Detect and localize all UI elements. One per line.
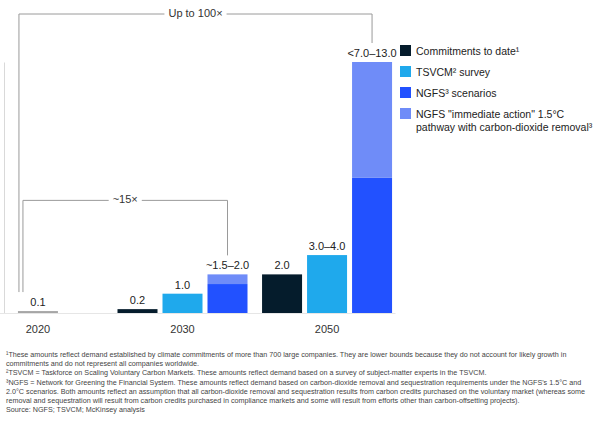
annotations: Up to 100× ~15× xyxy=(19,6,372,292)
annotation-background xyxy=(109,192,142,206)
legend-swatch xyxy=(400,87,411,98)
y-axis-line xyxy=(4,63,5,314)
data-label: <7.0–13.0 xyxy=(347,47,396,59)
chart: 2020 2030 2050 0.1 0.2 1.0 ~1.5–2.0 2.0 3.0–4.0 <… xyxy=(0,0,600,430)
legend-label: NGFS³ scenarios xyxy=(416,87,497,99)
data-label: 1.0 xyxy=(175,279,190,291)
x-tick: 2050 xyxy=(315,323,339,335)
legend-swatch xyxy=(400,45,411,56)
text-line: TSVCM² survey xyxy=(416,66,491,78)
data-label: 2.0 xyxy=(274,259,289,271)
bar xyxy=(118,309,158,313)
legend-label: Commitments to date¹ xyxy=(416,45,520,57)
bracket xyxy=(19,14,372,292)
bar xyxy=(307,255,347,313)
footnote: ¹These amounts reflect demand establishe… xyxy=(6,350,568,368)
bar xyxy=(262,274,302,313)
legend-item: NGFS³ scenarios xyxy=(400,87,497,99)
legend-label: TSVCM² survey xyxy=(416,66,491,78)
text-line: NGFS³ scenarios xyxy=(416,87,497,99)
x-tick-label: 2020 xyxy=(26,323,50,335)
bar xyxy=(208,284,248,313)
legend-swatch xyxy=(400,66,411,77)
data-labels: 0.1 0.2 1.0 ~1.5–2.0 2.0 3.0–4.0 <7.0–13.0 xyxy=(30,47,396,308)
text-line: ³NGFS = Network for Greening the Financi… xyxy=(6,378,583,387)
bar xyxy=(352,178,392,313)
bar xyxy=(163,294,203,313)
text-line: Source: NGFS; TSVCM; McKinsey analysis xyxy=(6,405,145,414)
legend: Commitments to date¹ TSVCM² survey NGFS³ s… xyxy=(400,45,593,133)
annotation: Up to 100× xyxy=(168,7,222,19)
x-tick: 2030 xyxy=(170,323,194,335)
legend-swatch xyxy=(400,108,411,119)
x-tick-label: 2030 xyxy=(170,323,194,335)
x-tick-label: 2050 xyxy=(315,323,339,335)
legend-label: NGFS "immediate action" 1.5°C pathway wi… xyxy=(416,108,593,133)
legend-item: Commitments to date¹ xyxy=(400,45,520,57)
text-line: NGFS "immediate action" 1.5°C xyxy=(416,108,567,120)
text-line: ¹These amounts reflect demand establishe… xyxy=(6,350,568,359)
source: Source: NGFS; TSVCM; McKinsey analysis xyxy=(6,405,145,414)
text-line: Commitments to date¹ xyxy=(416,45,520,57)
text-line: commitments and do not represent all com… xyxy=(6,359,199,368)
footnotes: ¹These amounts reflect demand establishe… xyxy=(6,350,587,414)
text-line: removal and sequestration will result fr… xyxy=(6,396,519,405)
x-axis: 2020 2030 2050 xyxy=(0,314,396,335)
footnote: ²TSVCM = Taskforce on Scaling Voluntary … xyxy=(6,368,486,377)
y-axis xyxy=(4,63,5,314)
data-label: ~1.5–2.0 xyxy=(206,259,249,271)
data-label: 0.2 xyxy=(130,294,145,306)
bars xyxy=(18,62,392,313)
bar xyxy=(18,311,58,313)
bracket xyxy=(23,200,228,292)
legend-item: TSVCM² survey xyxy=(400,66,491,78)
x-tick: 2020 xyxy=(26,323,50,335)
text-line: 2.0°C scenarios. Both amounts reflect an… xyxy=(6,387,587,396)
data-label: 0.1 xyxy=(30,296,45,308)
text-line: pathway with carbon-dioxide removal³ xyxy=(416,121,593,133)
annotation: ~15× xyxy=(113,193,138,205)
x-axis-line xyxy=(0,313,396,314)
annotation-background xyxy=(164,6,226,20)
bar xyxy=(352,62,392,178)
text-line: ²TSVCM = Taskforce on Scaling Voluntary … xyxy=(6,368,486,377)
legend-item: NGFS "immediate action" 1.5°C pathway wi… xyxy=(400,108,593,133)
footnote: ³NGFS = Network for Greening the Financi… xyxy=(6,378,587,405)
data-label: 3.0–4.0 xyxy=(309,240,346,252)
bar xyxy=(208,274,248,284)
